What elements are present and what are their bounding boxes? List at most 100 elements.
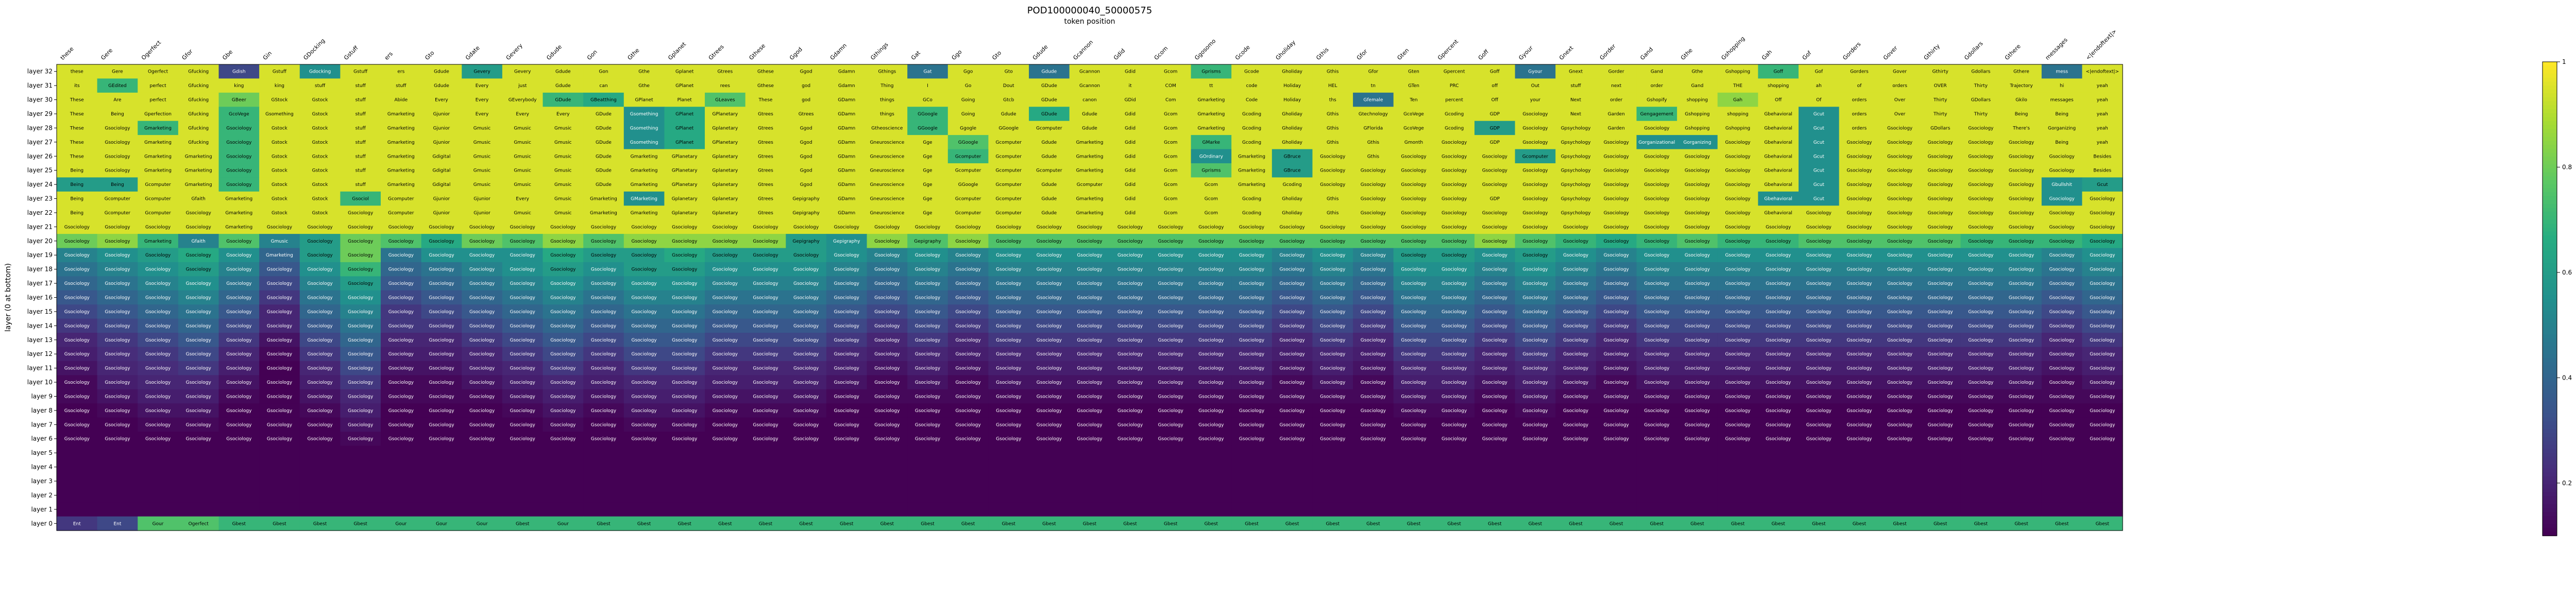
cell-token-label: GBruce (1284, 168, 1301, 174)
heatmap-cell (1353, 234, 1394, 249)
heatmap-cell (583, 488, 624, 503)
heatmap-cell (826, 163, 868, 178)
heatmap-cell (623, 318, 665, 333)
cell-token-label: Gjunior (473, 197, 490, 202)
cell-token-label: Gsociology (348, 281, 374, 286)
heatmap-cell (786, 206, 827, 220)
cell-token-label: Gdude (1001, 112, 1016, 117)
heatmap-cell (1272, 488, 1313, 503)
heatmap-cell (583, 64, 624, 79)
heatmap-cell (786, 163, 827, 178)
heatmap-cell (502, 446, 544, 460)
heatmap-cell (57, 135, 98, 150)
cell-token-label: Gsociology (1604, 310, 1630, 315)
heatmap-cell (947, 446, 989, 460)
cell-token-label: Gsociology (1280, 394, 1306, 399)
colorbar-segment (2543, 224, 2557, 228)
heatmap-cell (1191, 78, 1232, 93)
cell-token-label: Gsociology (1887, 437, 1913, 442)
cell-token-label: Gsociology (1887, 323, 1913, 329)
heatmap-cell (1879, 333, 1921, 348)
colorbar-segment (2543, 204, 2557, 209)
cell-token-label: Gfemale (1363, 98, 1383, 103)
heatmap-cell (1920, 446, 1961, 460)
heatmap-cell (259, 361, 300, 376)
heatmap-cell (988, 191, 1029, 206)
heatmap-cell (1515, 389, 1556, 404)
heatmap-cell (947, 135, 989, 150)
heatmap-cell (1758, 64, 1799, 79)
colorbar-segment (2543, 354, 2557, 359)
cell-token-label: Gsociology (1401, 352, 1427, 357)
cell-token-label: Gsociology (2009, 366, 2035, 371)
cell-token-label: Dout (1003, 83, 1014, 89)
heatmap-cell (1758, 206, 1799, 220)
cell-token-label: Gcomputer (1077, 182, 1103, 187)
cell-token-label: Gsociology (793, 408, 819, 414)
cell-token-label: Gsociology (1158, 310, 1184, 315)
heatmap-cell (1515, 191, 1556, 206)
cell-token-label: these (71, 70, 83, 75)
heatmap-cell (1272, 234, 1313, 249)
cell-token-label: Gstock (272, 168, 288, 174)
cell-token-label: Gge (923, 211, 933, 216)
cell-token-label: Gsociology (1158, 281, 1184, 286)
heatmap-cell (1272, 459, 1313, 474)
cell-token-label: Gsociology (672, 323, 698, 329)
heatmap-cell (299, 177, 341, 192)
colorbar-segment (2543, 192, 2557, 197)
cell-token-label: Gsociology (1037, 267, 1062, 272)
cell-token-label: Gsociology (1887, 154, 1913, 159)
heatmap-cell (1272, 135, 1313, 150)
cell-token-label: Gsociology (1482, 380, 1508, 385)
row-label: layer 20 (27, 237, 53, 245)
heatmap-cell (381, 417, 422, 432)
row-label: layer 23 (27, 195, 53, 202)
cell-token-label: Gsociology (1442, 394, 1467, 399)
cell-token-label: Gsociology (1563, 323, 1589, 329)
heatmap-cell (1717, 389, 1758, 404)
heatmap-cell (1110, 459, 1151, 474)
heatmap-cell (259, 474, 300, 489)
heatmap-cell (1839, 262, 1880, 277)
colorbar-segment (2543, 160, 2557, 165)
cell-token-label: Gsociology (1846, 352, 1872, 357)
cell-token-label: Gsociology (550, 380, 576, 385)
heatmap-cell (1596, 446, 1637, 460)
cell-token-label: Gsociology (1077, 281, 1103, 286)
cell-token-label: Gsociology (348, 253, 374, 258)
cell-token-label: Thirty (1974, 83, 1988, 89)
heatmap-cell (97, 206, 138, 220)
cell-token-label: Gjunior (433, 140, 450, 145)
heatmap-cell (178, 375, 219, 390)
cell-token-label: Gsociology (1522, 239, 1548, 244)
heatmap-cell (502, 135, 544, 150)
heatmap-cell (1596, 234, 1637, 249)
heatmap-cell (1474, 333, 1516, 348)
colorbar-segment (2543, 322, 2557, 327)
heatmap-cell (97, 248, 138, 263)
cell-token-label: Gsociology (1563, 239, 1589, 244)
heatmap-cell (1069, 191, 1110, 206)
heatmap-cell (1312, 361, 1353, 376)
heatmap-cell (947, 149, 989, 164)
cell-token-label: Gsociology (226, 422, 252, 428)
heatmap-cell (907, 248, 948, 263)
cell-token-label: Gsociology (1442, 380, 1467, 385)
heatmap-cell (1515, 234, 1556, 249)
cell-token-label: Gsociology (1117, 366, 1143, 371)
heatmap-cell (462, 107, 503, 122)
heatmap-cell (1393, 191, 1434, 206)
cell-token-label: Gsociology (1725, 239, 1751, 244)
heatmap-cell (745, 417, 786, 432)
cell-token-label: Gmarketing (225, 211, 252, 216)
heatmap-cell (1191, 446, 1232, 460)
cell-token-label: Gstock (272, 197, 288, 202)
heatmap-cell (2001, 375, 2042, 390)
cell-token-label: Gbest (1245, 521, 1259, 526)
heatmap-cell (299, 206, 341, 220)
column-label: Gdamn (829, 42, 848, 61)
heatmap-cell (340, 78, 381, 93)
heatmap-cell (664, 432, 705, 447)
cell-token-label: Gsociology (2049, 154, 2075, 159)
